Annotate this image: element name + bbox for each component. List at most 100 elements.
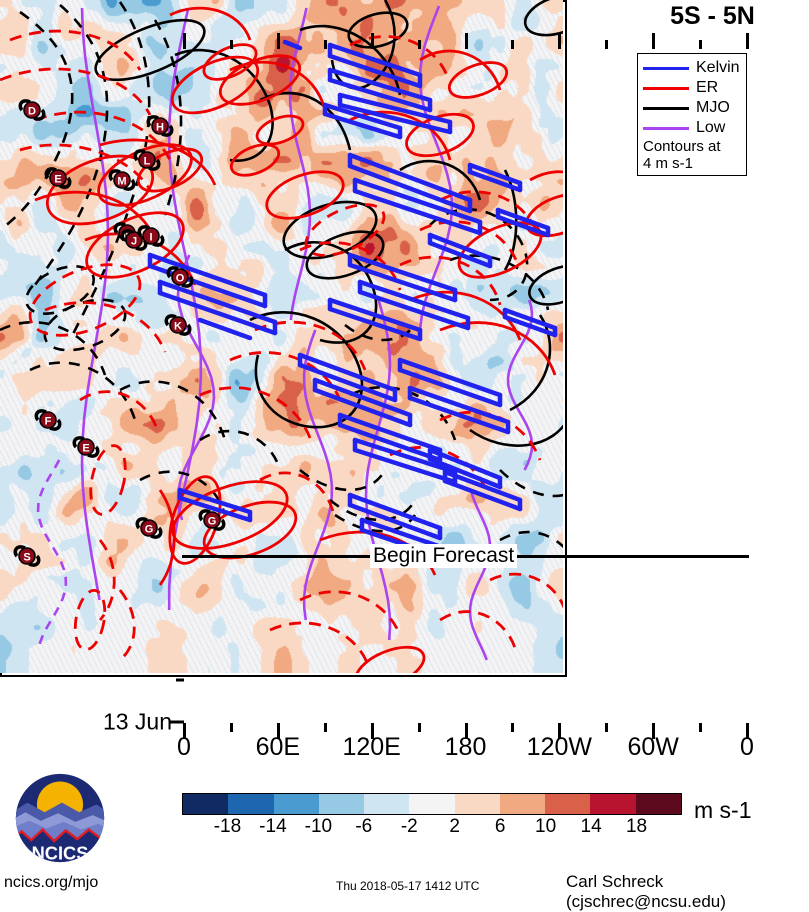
er-contour: [158, 489, 176, 586]
er-contour: [0, 67, 152, 116]
storm-marker[interactable]: J: [120, 229, 148, 251]
storm-marker[interactable]: G: [198, 509, 226, 531]
mjo-contour: [305, 230, 385, 280]
legend-item-er: ER: [643, 78, 741, 98]
mjo-contour: [29, 361, 137, 421]
storm-marker[interactable]: G: [135, 517, 163, 539]
storm-marker[interactable]: H: [146, 115, 174, 137]
storm-marker-label: J: [131, 236, 137, 248]
storm-marker[interactable]: E: [44, 167, 72, 189]
mjo-contour: [449, 254, 550, 311]
x-axis-tick: [276, 723, 280, 739]
kelvin-contour: [312, 387, 413, 428]
mjo-contour: [43, 298, 127, 352]
x-axis-label: 60E: [255, 733, 301, 761]
legend-label: Kelvin: [696, 59, 740, 76]
kelvin-contour: [357, 289, 471, 331]
storm-marker[interactable]: M: [108, 169, 136, 191]
er-contour: [170, 55, 260, 115]
kelvin-contour: [322, 111, 403, 140]
x-axis-label: 0: [740, 733, 754, 761]
colorbar: [182, 793, 682, 815]
storm-marker[interactable]: E: [72, 436, 100, 458]
er-contour: [45, 154, 155, 226]
colorbar-swatch: [228, 794, 274, 814]
kelvin-contour: [347, 252, 458, 293]
x-axis-minor-tick: [699, 723, 703, 732]
er-contour: [99, 138, 217, 186]
x-axis-tick: [652, 723, 656, 739]
kelvin-line-swatch: [643, 66, 689, 70]
kelvin-contour: [297, 362, 398, 403]
kelvin-contour: [327, 297, 423, 333]
storm-marker-label: E: [82, 443, 89, 455]
storm-marker[interactable]: S: [13, 545, 41, 567]
mjo-contour: [469, 424, 563, 447]
storm-marker[interactable]: O: [166, 266, 194, 288]
mjo-contour: [0, 10, 74, 232]
storm-marker[interactable]: I: [137, 225, 165, 247]
mjo-contour: [299, 469, 387, 492]
er-contour: [79, 390, 160, 433]
kelvin-contour: [157, 279, 278, 325]
legend-item-kelvin: Kelvin: [643, 58, 741, 78]
kelvin-contour: [327, 67, 433, 103]
colorbar-tick-label: -18: [213, 816, 242, 837]
er-contour: [202, 43, 258, 81]
x-axis-tick-top: [276, 33, 280, 49]
storm-marker[interactable]: K: [164, 314, 192, 336]
kelvin-contour: [347, 163, 473, 214]
kelvin-contour: [502, 314, 558, 338]
storm-marker[interactable]: F: [34, 409, 62, 431]
colorbar-swatch: [183, 794, 229, 814]
low-frequency-contour: [288, 7, 312, 321]
kelvin-contour: [337, 422, 443, 463]
kelvin-contour: [312, 377, 413, 418]
storm-marker-label: D: [28, 106, 36, 118]
footer-site-link[interactable]: ncics.org/mjo: [4, 874, 99, 891]
er-contour: [199, 386, 312, 439]
er-contour: [229, 351, 342, 401]
y-axis-label: 13 Jun: [102, 708, 172, 735]
mjo-contour: [329, 499, 417, 522]
footer-author: Carl Schreck (cjschrec@ncsu.edu): [566, 872, 726, 911]
storm-marker-label: O: [176, 273, 185, 285]
y-axis-tick: [169, 720, 184, 724]
er-contour: [399, 255, 502, 306]
footer-timestamp: Thu 2018-05-17 1412 UTC: [336, 879, 480, 893]
er-contour: [73, 588, 107, 652]
mjo-line-swatch: [643, 106, 689, 110]
ncics-logo-icon: NCICS: [15, 773, 105, 863]
mjo-contour: [528, 264, 563, 306]
kelvin-contour: [442, 469, 523, 503]
er-contour: [169, 6, 252, 41]
kelvin-contour: [427, 447, 503, 481]
kelvin-contour: [337, 412, 443, 453]
x-axis-label: 120W: [526, 733, 592, 761]
er-contour: [439, 610, 517, 649]
colorbar-swatch: [590, 794, 636, 814]
er-contour: [98, 539, 116, 621]
storm-marker[interactable]: D: [18, 99, 46, 121]
kelvin-contour: [297, 352, 398, 393]
x-axis-minor-tick: [511, 723, 515, 732]
x-axis-minor-tick-top: [511, 40, 515, 49]
kelvin-contour: [427, 240, 493, 269]
kelvin-contour: [495, 207, 551, 231]
legend-label: ER: [696, 79, 719, 96]
low-frequency-contour: [418, 5, 454, 341]
storm-marker[interactable]: L: [133, 149, 161, 171]
storm-marker-label: E: [54, 174, 61, 186]
mjo-contour: [499, 469, 563, 498]
storm-marker-label: K: [174, 321, 182, 333]
x-axis-tick: [183, 723, 186, 739]
x-axis-tick: [370, 723, 374, 739]
er-contour: [229, 60, 327, 111]
x-axis-tick-top: [464, 33, 468, 49]
kelvin-contour: [467, 169, 523, 193]
storm-marker-label: I: [149, 232, 152, 244]
er-contour: [259, 471, 335, 513]
kelvin-contour: [397, 357, 503, 398]
mjo-contour: [174, 48, 274, 162]
